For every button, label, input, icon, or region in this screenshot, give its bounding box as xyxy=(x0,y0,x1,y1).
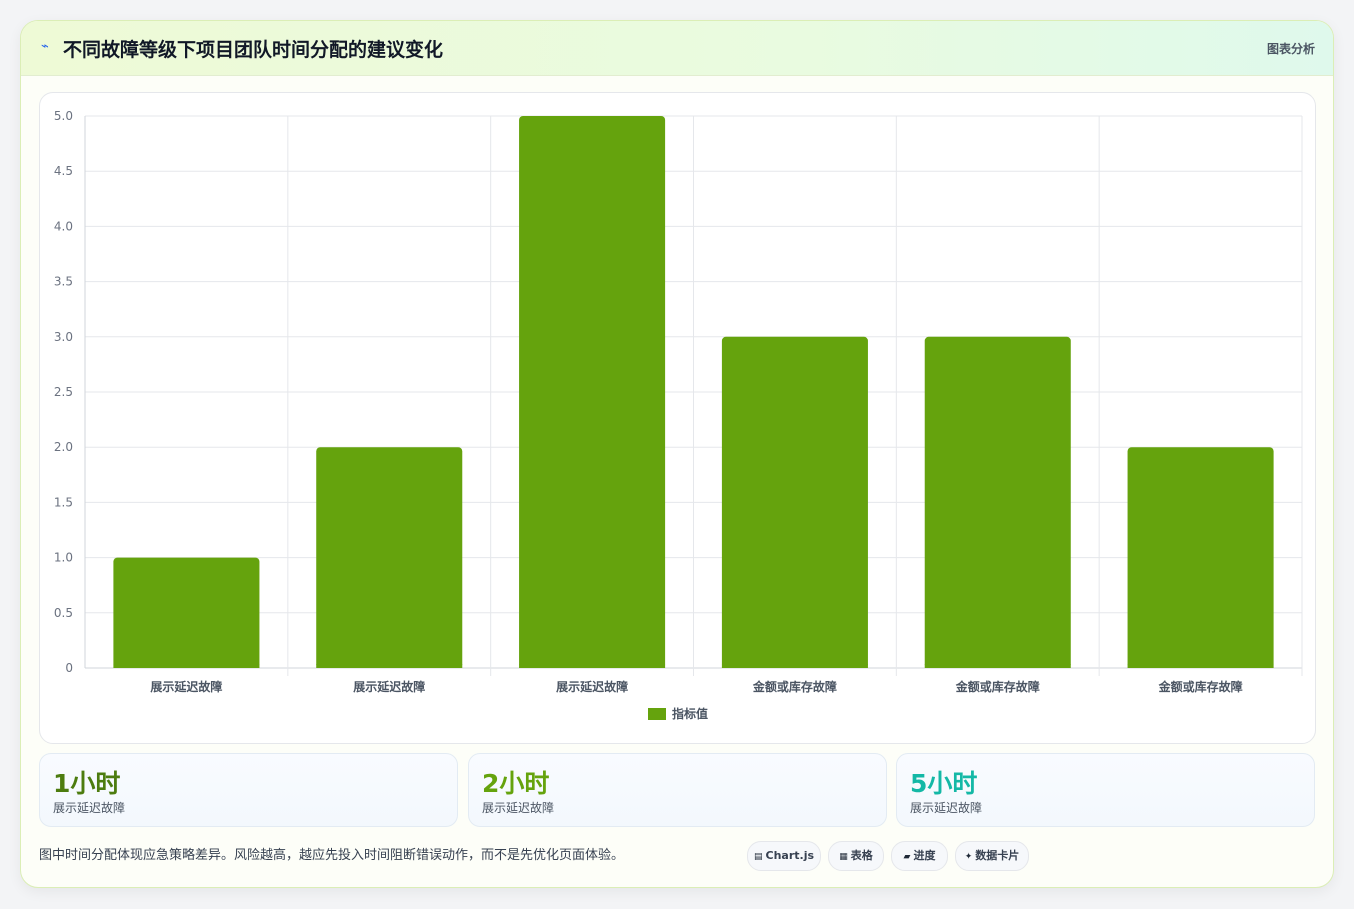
card-icon: ✦ xyxy=(964,852,973,862)
x-tick-label: 展示延迟故障 xyxy=(353,679,425,694)
bar-base xyxy=(316,664,463,668)
y-tick-label: 0.5 xyxy=(54,606,73,620)
chip-table[interactable]: ▦ 表格 xyxy=(828,841,884,871)
y-tick-label: 3.0 xyxy=(54,330,73,344)
bar xyxy=(113,557,260,668)
x-tick-label: 展示延迟故障 xyxy=(556,679,628,694)
y-tick-label: 4.5 xyxy=(54,164,73,178)
bar-base xyxy=(519,664,666,668)
legend-swatch xyxy=(648,708,666,720)
y-tick-label: 4.0 xyxy=(54,219,73,233)
y-tick-label: 1.5 xyxy=(54,495,73,509)
chip-data-card[interactable]: ✦ 数据卡片 xyxy=(955,841,1029,871)
bar xyxy=(1127,447,1274,668)
chart-svg: 0 0.5 1.0 1.5 2.0 2.5 3.0 3.5 4.0 4.5 5.0 展示延迟故障 展示延… xyxy=(54,109,1303,721)
y-tick-label: 0 xyxy=(65,661,73,675)
stat-label: 展示延迟故障 xyxy=(53,801,126,815)
bar xyxy=(316,447,463,668)
progress-icon: ▰ xyxy=(903,852,911,862)
chip-chartjs[interactable]: ▤ Chart.js xyxy=(747,841,821,871)
x-tick-label: 展示延迟故障 xyxy=(150,679,222,694)
bar xyxy=(924,336,1071,668)
bar-base xyxy=(1127,664,1274,668)
bar-base xyxy=(721,664,868,668)
stat-card-1: 1小时 展示延迟故障 xyxy=(39,753,458,827)
chip-label: 数据卡片 xyxy=(975,849,1020,862)
stat-card-2: 2小时 展示延迟故障 xyxy=(468,753,887,827)
stat-card-3: 5小时 展示延迟故障 xyxy=(896,753,1315,827)
chart-analysis-tag[interactable]: 图表分析 xyxy=(1266,42,1315,56)
chip-label: Chart.js xyxy=(765,849,815,862)
y-tick-label: 5.0 xyxy=(54,109,73,123)
chart-card: ⌁ 不同故障等级下项目团队时间分配的建议变化 图表分析 0 0.5 1.0 1.5 2.… xyxy=(20,20,1334,888)
y-tick-label: 2.5 xyxy=(54,385,73,399)
card-title: 不同故障等级下项目团队时间分配的建议变化 xyxy=(63,39,444,61)
x-tick-label: 金额或库存故障 xyxy=(1158,679,1243,694)
chip-label: 表格 xyxy=(850,849,873,862)
x-tick-label: 金额或库存故障 xyxy=(752,679,837,694)
stat-value: 1小时 xyxy=(53,769,121,798)
stat-value: 5小时 xyxy=(910,769,978,798)
chip-label: 进度 xyxy=(913,849,936,862)
x-tick-label: 金额或库存故障 xyxy=(955,679,1040,694)
spark-icon: ⌁ xyxy=(41,39,49,54)
footer-note: 图中时间分配体现应急策略差异。风险越高，越应先投入时间阻断错误动作，而不是先优化… xyxy=(39,848,625,863)
y-tick-label: 2.0 xyxy=(54,440,73,454)
bar xyxy=(519,116,666,668)
table-icon: ▦ xyxy=(839,852,848,862)
chart-icon: ▤ xyxy=(753,852,763,862)
stat-label: 展示延迟故障 xyxy=(910,801,983,815)
bar-chart: 0 0.5 1.0 1.5 2.0 2.5 3.0 3.5 4.0 4.5 5.0 展示延迟故障 展示延… xyxy=(39,92,1316,744)
chip-progress[interactable]: ▰ 进度 xyxy=(891,841,948,871)
stat-label: 展示延迟故障 xyxy=(482,801,555,815)
y-tick-label: 3.5 xyxy=(54,275,73,289)
bar xyxy=(721,336,868,668)
y-tick-label: 1.0 xyxy=(54,551,73,565)
bar-base xyxy=(113,664,260,668)
card-header: ⌁ 不同故障等级下项目团队时间分配的建议变化 图表分析 xyxy=(21,21,1333,76)
bar-base xyxy=(924,664,1071,668)
stat-value: 2小时 xyxy=(482,769,550,798)
legend-label: 指标值 xyxy=(672,706,708,721)
